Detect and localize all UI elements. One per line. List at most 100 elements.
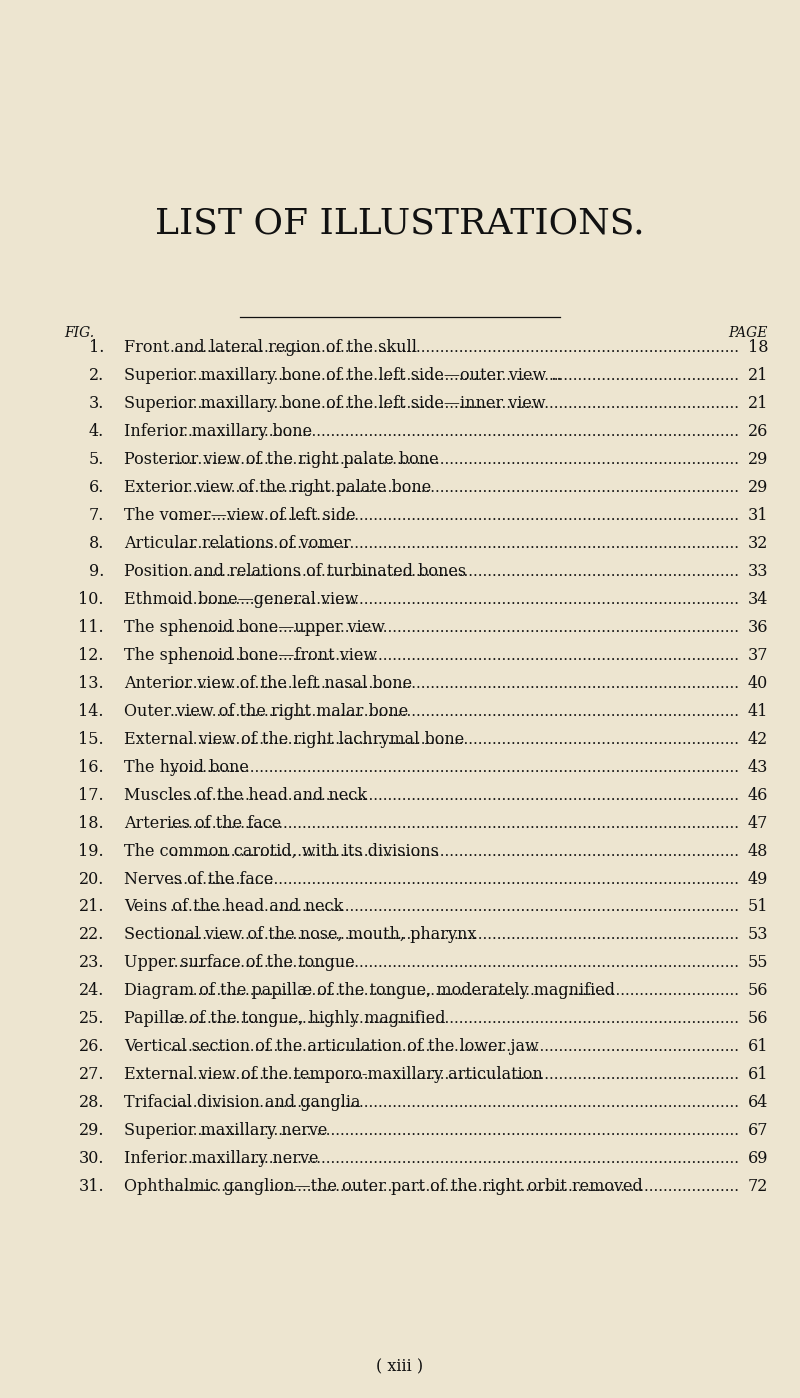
Text: 21: 21: [748, 396, 768, 412]
Text: 41: 41: [748, 703, 768, 720]
Text: The vomer—view of left side: The vomer—view of left side: [124, 507, 356, 524]
Text: Papillæ of the tongue, highly magnified: Papillæ of the tongue, highly magnified: [124, 1011, 446, 1028]
Text: 8.: 8.: [89, 535, 104, 552]
Text: 42: 42: [748, 731, 768, 748]
Text: Front and lateral region of the skull: Front and lateral region of the skull: [124, 340, 417, 356]
Text: 31: 31: [747, 507, 768, 524]
Text: Superior maxillary bone of the left side—inner view: Superior maxillary bone of the left side…: [124, 396, 546, 412]
Text: Superior maxillary bone of the left side—outer view ..: Superior maxillary bone of the left side…: [124, 368, 562, 384]
Text: ................................................................................: ........................................…: [170, 397, 740, 411]
Text: ................................................................................: ........................................…: [170, 1152, 740, 1166]
Text: 26.: 26.: [78, 1039, 104, 1055]
Text: ................................................................................: ........................................…: [170, 649, 740, 663]
Text: 29.: 29.: [78, 1123, 104, 1139]
Text: 26: 26: [748, 424, 768, 440]
Text: 3.: 3.: [89, 396, 104, 412]
Text: ................................................................................: ........................................…: [170, 928, 740, 942]
Text: ................................................................................: ........................................…: [170, 621, 740, 635]
Text: 56: 56: [747, 983, 768, 1000]
Text: The sphenoid bone—front view: The sphenoid bone—front view: [124, 647, 377, 664]
Text: Diagram of the papillæ of the tongue, moderately magnified: Diagram of the papillæ of the tongue, mo…: [124, 983, 615, 1000]
Text: ................................................................................: ........................................…: [170, 341, 740, 355]
Text: ................................................................................: ........................................…: [170, 565, 740, 579]
Text: ................................................................................: ........................................…: [170, 984, 740, 998]
Text: ................................................................................: ........................................…: [170, 453, 740, 467]
Text: Upper surface of the tongue: Upper surface of the tongue: [124, 955, 354, 972]
Text: 2.: 2.: [89, 368, 104, 384]
Text: The common carotid, with its divisions: The common carotid, with its divisions: [124, 843, 439, 860]
Text: 21.: 21.: [78, 899, 104, 916]
Text: Ethmoid bone—general view: Ethmoid bone—general view: [124, 591, 358, 608]
Text: 29: 29: [748, 452, 768, 468]
Text: 53: 53: [747, 927, 768, 944]
Text: 49: 49: [748, 871, 768, 888]
Text: Sectional view of the nose, mouth, pharynx: Sectional view of the nose, mouth, phary…: [124, 927, 476, 944]
Text: 14.: 14.: [78, 703, 104, 720]
Text: Inferior maxillary nerve: Inferior maxillary nerve: [124, 1151, 318, 1167]
Text: 36: 36: [747, 619, 768, 636]
Text: ................................................................................: ........................................…: [170, 1068, 740, 1082]
Text: 5.: 5.: [89, 452, 104, 468]
Text: Exterior view of the right palate bone: Exterior view of the right palate bone: [124, 480, 431, 496]
Text: 17.: 17.: [78, 787, 104, 804]
Text: FIG.: FIG.: [64, 326, 94, 340]
Text: ................................................................................: ........................................…: [170, 593, 740, 607]
Text: 72: 72: [748, 1179, 768, 1195]
Text: ................................................................................: ........................................…: [170, 369, 740, 383]
Text: ................................................................................: ........................................…: [170, 788, 740, 802]
Text: ................................................................................: ........................................…: [170, 481, 740, 495]
Text: Anterior view of the left nasal bone: Anterior view of the left nasal bone: [124, 675, 412, 692]
Text: 46: 46: [748, 787, 768, 804]
Text: ................................................................................: ........................................…: [170, 872, 740, 886]
Text: 6.: 6.: [89, 480, 104, 496]
Text: 11.: 11.: [78, 619, 104, 636]
Text: 27.: 27.: [78, 1067, 104, 1083]
Text: ( xiii ): ( xiii ): [377, 1359, 423, 1376]
Text: 29: 29: [748, 480, 768, 496]
Text: 61: 61: [747, 1067, 768, 1083]
Text: 24.: 24.: [78, 983, 104, 1000]
Text: 12.: 12.: [78, 647, 104, 664]
Text: 10.: 10.: [78, 591, 104, 608]
Text: 7.: 7.: [89, 507, 104, 524]
Text: ................................................................................: ........................................…: [170, 1180, 740, 1194]
Text: 13.: 13.: [78, 675, 104, 692]
Text: 21: 21: [748, 368, 768, 384]
Text: 1.: 1.: [89, 340, 104, 356]
Text: Articular relations of vomer: Articular relations of vomer: [124, 535, 350, 552]
Text: 37: 37: [747, 647, 768, 664]
Text: 51: 51: [747, 899, 768, 916]
Text: 9.: 9.: [89, 563, 104, 580]
Text: Nerves of the face: Nerves of the face: [124, 871, 274, 888]
Text: ................................................................................: ........................................…: [170, 425, 740, 439]
Text: 67: 67: [747, 1123, 768, 1139]
Text: Superior maxillary nerve: Superior maxillary nerve: [124, 1123, 327, 1139]
Text: 22.: 22.: [78, 927, 104, 944]
Text: 40: 40: [748, 675, 768, 692]
Text: ................................................................................: ........................................…: [170, 733, 740, 747]
Text: ................................................................................: ........................................…: [170, 1096, 740, 1110]
Text: ................................................................................: ........................................…: [170, 677, 740, 691]
Text: ................................................................................: ........................................…: [170, 537, 740, 551]
Text: ................................................................................: ........................................…: [170, 844, 740, 858]
Text: Arteries of the face: Arteries of the face: [124, 815, 282, 832]
Text: ................................................................................: ........................................…: [170, 1040, 740, 1054]
Text: PAGE: PAGE: [729, 326, 768, 340]
Text: 69: 69: [747, 1151, 768, 1167]
Text: 16.: 16.: [78, 759, 104, 776]
Text: ................................................................................: ........................................…: [170, 956, 740, 970]
Text: LIST OF ILLUSTRATIONS.: LIST OF ILLUSTRATIONS.: [155, 207, 645, 240]
Text: ................................................................................: ........................................…: [170, 761, 740, 774]
Text: 18.: 18.: [78, 815, 104, 832]
Text: 48: 48: [748, 843, 768, 860]
Text: ................................................................................: ........................................…: [170, 705, 740, 719]
Text: Position and relations of turbinated bones: Position and relations of turbinated bon…: [124, 563, 466, 580]
Text: ................................................................................: ........................................…: [170, 816, 740, 830]
Text: 31.: 31.: [78, 1179, 104, 1195]
Text: 47: 47: [748, 815, 768, 832]
Text: 56: 56: [747, 1011, 768, 1028]
Text: The sphenoid bone—upper view: The sphenoid bone—upper view: [124, 619, 385, 636]
Text: The hyoid bone: The hyoid bone: [124, 759, 249, 776]
Text: 55: 55: [747, 955, 768, 972]
Text: Vertical section of the articulation of the lower jaw: Vertical section of the articulation of …: [124, 1039, 538, 1055]
